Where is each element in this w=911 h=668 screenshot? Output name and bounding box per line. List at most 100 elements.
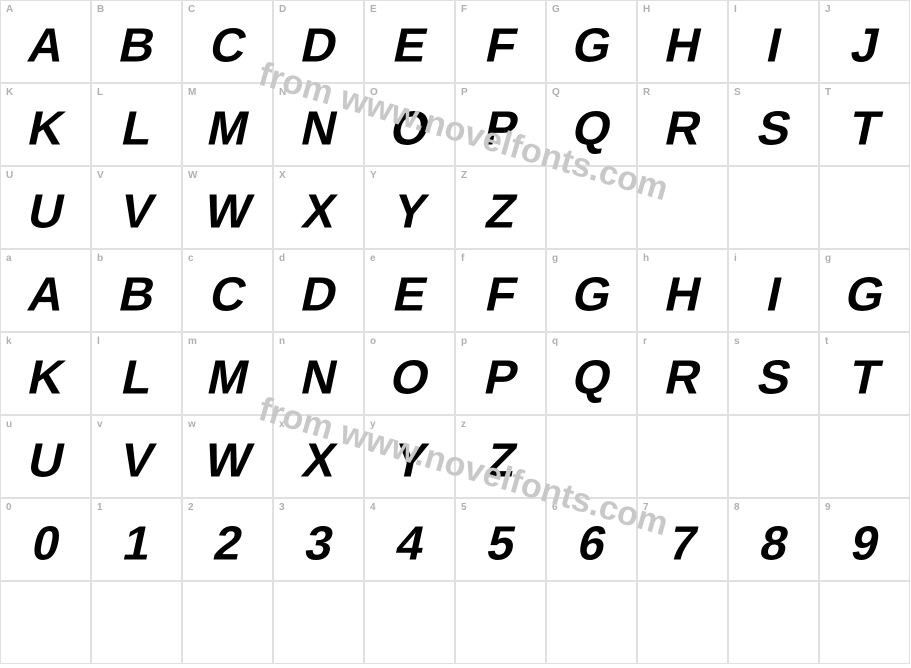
glyph-cell-label: 0 xyxy=(6,502,12,513)
glyph-cell-label: Z xyxy=(461,170,467,181)
glyph-cell-label: I xyxy=(734,4,737,15)
glyph-cell: xX xyxy=(273,415,364,498)
glyph-cell: 11 xyxy=(91,498,182,581)
glyph-cell-label: Y xyxy=(370,170,377,181)
glyph-cell: 55 xyxy=(455,498,546,581)
glyph-cell: YY xyxy=(364,166,455,249)
glyph-character: C xyxy=(205,18,250,73)
glyph-cell: cC xyxy=(182,249,273,332)
glyph-cell-label: U xyxy=(6,170,13,181)
glyph-cell: pP xyxy=(455,332,546,415)
glyph-cell-label: m xyxy=(188,336,197,347)
glyph-character: E xyxy=(388,267,431,322)
glyph-cell-label: q xyxy=(552,336,558,347)
glyph-cell xyxy=(273,581,364,664)
glyph-cell xyxy=(546,581,637,664)
glyph-character: L xyxy=(116,101,156,156)
glyph-cell: NN xyxy=(273,83,364,166)
glyph-cell: PP xyxy=(455,83,546,166)
glyph-cell-label: s xyxy=(734,336,740,347)
glyph-character: 3 xyxy=(300,516,337,571)
glyph-cell-label: A xyxy=(6,4,13,15)
glyph-cell: aA xyxy=(0,249,91,332)
glyph-cell-label: i xyxy=(734,253,737,264)
glyph-cell: yY xyxy=(364,415,455,498)
glyph-cell: SS xyxy=(728,83,819,166)
glyph-cell-label: o xyxy=(370,336,376,347)
glyph-character: 4 xyxy=(391,516,428,571)
glyph-cell: oO xyxy=(364,332,455,415)
glyph-cell: uU xyxy=(0,415,91,498)
glyph-character: G xyxy=(567,18,615,73)
glyph-character: F xyxy=(480,18,520,73)
glyph-cell: gG xyxy=(546,249,637,332)
glyph-cell-label: r xyxy=(643,336,647,347)
glyph-character: H xyxy=(660,267,705,322)
glyph-character: M xyxy=(202,350,253,405)
glyph-character: H xyxy=(660,18,705,73)
glyph-cell-label: g xyxy=(825,253,831,264)
glyph-cell xyxy=(637,415,728,498)
glyph-cell-label: B xyxy=(97,4,104,15)
glyph-cell-label: X xyxy=(279,170,286,181)
glyph-cell: 33 xyxy=(273,498,364,581)
glyph-cell-label: T xyxy=(825,87,831,98)
glyph-character: V xyxy=(115,433,158,488)
glyph-cell-label: E xyxy=(370,4,377,15)
glyph-cell xyxy=(728,415,819,498)
glyph-cell: zZ xyxy=(455,415,546,498)
glyph-cell-label: P xyxy=(461,87,468,98)
glyph-cell-label: C xyxy=(188,4,195,15)
glyph-cell: LL xyxy=(91,83,182,166)
glyph-character: 0 xyxy=(27,516,64,571)
glyph-cell-label: t xyxy=(825,336,828,347)
glyph-character: 1 xyxy=(118,516,155,571)
glyph-cell: OO xyxy=(364,83,455,166)
glyph-character: W xyxy=(199,433,255,488)
glyph-character: U xyxy=(23,433,68,488)
glyph-cell-label: d xyxy=(279,253,285,264)
glyph-cell xyxy=(455,581,546,664)
glyph-cell: fF xyxy=(455,249,546,332)
glyph-character: 6 xyxy=(573,516,610,571)
glyph-cell-label: h xyxy=(643,253,649,264)
glyph-character: R xyxy=(660,101,705,156)
glyph-character: A xyxy=(23,18,68,73)
glyph-cell xyxy=(0,581,91,664)
glyph-character: O xyxy=(385,350,433,405)
glyph-character: X xyxy=(297,433,340,488)
glyph-cell-label: u xyxy=(6,419,12,430)
glyph-character: X xyxy=(297,184,340,239)
glyph-cell-label: 6 xyxy=(552,502,558,513)
glyph-cell: hH xyxy=(637,249,728,332)
glyph-character: S xyxy=(752,101,795,156)
glyph-cell: EE xyxy=(364,0,455,83)
glyph-character: N xyxy=(296,350,341,405)
glyph-character: I xyxy=(761,18,785,73)
glyph-character: U xyxy=(23,184,68,239)
glyph-cell-label: 3 xyxy=(279,502,285,513)
glyph-cell: XX xyxy=(273,166,364,249)
glyph-character: C xyxy=(205,267,250,322)
glyph-cell-label: L xyxy=(97,87,103,98)
glyph-character: A xyxy=(23,267,68,322)
glyph-cell-label: v xyxy=(97,419,103,430)
glyph-character: J xyxy=(846,18,883,73)
glyph-character: E xyxy=(388,18,431,73)
glyph-cell: ZZ xyxy=(455,166,546,249)
glyph-cell: GG xyxy=(546,0,637,83)
glyph-cell-label: k xyxy=(6,336,12,347)
glyph-character: D xyxy=(296,267,341,322)
glyph-cell: 77 xyxy=(637,498,728,581)
glyph-cell-label: e xyxy=(370,253,376,264)
glyph-character: M xyxy=(202,101,253,156)
glyph-character: P xyxy=(479,350,522,405)
glyph-cell xyxy=(637,166,728,249)
glyph-character: 8 xyxy=(755,516,792,571)
glyph-cell: mM xyxy=(182,332,273,415)
glyph-cell-label: x xyxy=(279,419,285,430)
glyph-cell-label: J xyxy=(825,4,831,15)
glyph-character: G xyxy=(840,267,888,322)
glyph-cell xyxy=(182,581,273,664)
glyph-cell: FF xyxy=(455,0,546,83)
